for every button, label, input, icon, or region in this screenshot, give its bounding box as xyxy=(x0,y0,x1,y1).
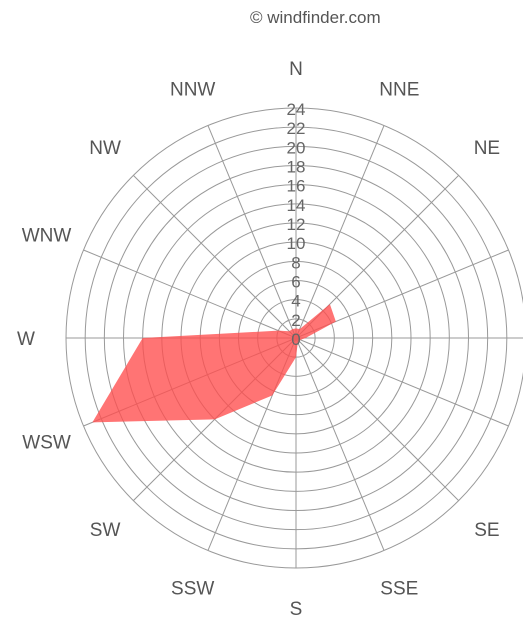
credit-text: © windfinder.com xyxy=(250,8,381,27)
direction-label-w: W xyxy=(17,329,35,350)
grid-spoke xyxy=(83,249,297,339)
direction-label-sw: SW xyxy=(90,520,121,541)
direction-label-ne: NE xyxy=(474,138,500,159)
direction-label-nne: NNE xyxy=(379,80,419,101)
wind-area xyxy=(92,304,336,423)
direction-label-se: SE xyxy=(474,520,499,541)
direction-label-wnw: WNW xyxy=(22,226,72,247)
tick-label: 18 xyxy=(287,158,306,177)
area-layer xyxy=(92,304,336,423)
direction-label-sse: SSE xyxy=(380,578,418,599)
grid-spoke xyxy=(295,337,459,501)
direction-label-s: S xyxy=(290,599,303,620)
grid-spoke xyxy=(133,175,297,339)
grid-spoke xyxy=(295,125,385,339)
grid-spoke xyxy=(207,125,297,339)
direction-label-wsw: WSW xyxy=(22,432,71,453)
tick-label: 0 xyxy=(291,330,300,349)
tick-label: 20 xyxy=(287,138,306,157)
tick-label: 16 xyxy=(287,177,306,196)
direction-label-layer: N NNE NE SE SSE S SSW SW WSW W WNW NW NNW xyxy=(17,59,500,620)
tick-label: 24 xyxy=(287,100,306,119)
tick-label: 6 xyxy=(291,273,300,292)
tick-label: 12 xyxy=(287,215,306,234)
tick-label: 4 xyxy=(291,292,300,311)
grid-spoke xyxy=(295,337,509,427)
direction-label-n: N xyxy=(289,59,303,80)
direction-label-nnw: NNW xyxy=(170,80,215,101)
tick-label: 14 xyxy=(287,196,306,215)
direction-label-ssw: SSW xyxy=(171,578,214,599)
tick-label: 10 xyxy=(287,234,306,253)
tick-label: 22 xyxy=(287,119,306,138)
tick-label: 2 xyxy=(291,311,300,330)
direction-label-nw: NW xyxy=(89,138,121,159)
grid-spoke xyxy=(295,337,385,551)
tick-label: 8 xyxy=(291,253,300,272)
